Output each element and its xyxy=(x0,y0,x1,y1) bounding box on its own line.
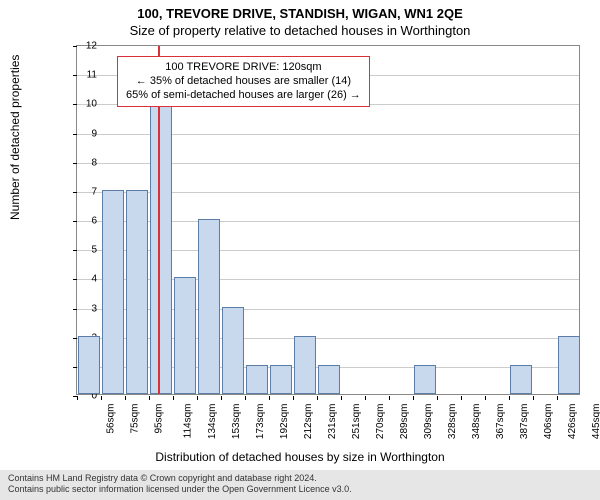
y-tick-mark xyxy=(73,279,77,280)
y-tick-label: 3 xyxy=(77,303,97,314)
y-tick-label: 9 xyxy=(77,128,97,139)
x-tick-label: 367sqm xyxy=(495,404,506,440)
plot-area: 012345678910111256sqm75sqm95sqm114sqm134… xyxy=(76,45,580,395)
x-tick-label: 387sqm xyxy=(519,404,530,440)
x-tick-label: 95sqm xyxy=(154,404,165,434)
histogram-bar xyxy=(414,365,437,394)
histogram-bar xyxy=(78,336,101,394)
chart-title-address: 100, TREVORE DRIVE, STANDISH, WIGAN, WN1… xyxy=(0,6,600,21)
x-tick-mark xyxy=(317,396,318,400)
x-tick-mark xyxy=(389,396,390,400)
x-tick-label: 231sqm xyxy=(327,404,338,440)
y-tick-mark xyxy=(73,75,77,76)
histogram-bar xyxy=(270,365,293,394)
x-tick-label: 348sqm xyxy=(471,404,482,440)
histogram-bar xyxy=(294,336,317,394)
histogram-bar xyxy=(126,190,149,394)
footer-line2: Contains public sector information licen… xyxy=(8,484,592,495)
y-tick-mark xyxy=(73,367,77,368)
annotation-line1: 100 TREVORE DRIVE: 120sqm xyxy=(126,61,361,75)
histogram-bar xyxy=(174,277,197,394)
x-tick-label: 153sqm xyxy=(231,404,242,440)
x-tick-mark xyxy=(173,396,174,400)
x-tick-label: 445sqm xyxy=(591,404,600,440)
y-tick-mark xyxy=(73,221,77,222)
y-axis-title: Number of detached properties xyxy=(8,55,22,220)
x-tick-label: 75sqm xyxy=(130,404,141,434)
x-tick-mark xyxy=(461,396,462,400)
x-tick-label: 328sqm xyxy=(447,404,458,440)
x-tick-label: 270sqm xyxy=(375,404,386,440)
x-tick-label: 309sqm xyxy=(423,404,434,440)
histogram-bar xyxy=(318,365,341,394)
x-tick-label: 406sqm xyxy=(543,404,554,440)
x-tick-mark xyxy=(149,396,150,400)
histogram-bar xyxy=(102,190,125,394)
y-tick-label: 8 xyxy=(77,157,97,168)
annotation-box: 100 TREVORE DRIVE: 120sqm← 35% of detach… xyxy=(117,56,370,107)
y-tick-label: 11 xyxy=(77,70,97,81)
x-tick-label: 212sqm xyxy=(303,404,314,440)
x-tick-mark xyxy=(365,396,366,400)
x-tick-mark xyxy=(221,396,222,400)
y-tick-mark xyxy=(73,250,77,251)
annotation-line2: ← 35% of detached houses are smaller (14… xyxy=(126,75,361,89)
x-tick-mark xyxy=(485,396,486,400)
y-tick-mark xyxy=(73,134,77,135)
y-tick-label: 4 xyxy=(77,274,97,285)
chart-subtitle: Size of property relative to detached ho… xyxy=(0,23,600,38)
y-tick-label: 12 xyxy=(77,41,97,52)
x-tick-label: 192sqm xyxy=(279,404,290,440)
x-tick-mark xyxy=(557,396,558,400)
x-tick-mark xyxy=(77,396,78,400)
y-tick-mark xyxy=(73,163,77,164)
y-tick-mark xyxy=(73,192,77,193)
footer-line1: Contains HM Land Registry data © Crown c… xyxy=(8,473,592,484)
x-tick-mark xyxy=(413,396,414,400)
x-axis-title: Distribution of detached houses by size … xyxy=(0,450,600,464)
x-tick-label: 251sqm xyxy=(351,404,362,440)
histogram-bar xyxy=(246,365,269,394)
annotation-line3: 65% of semi-detached houses are larger (… xyxy=(126,89,361,103)
footer-attribution: Contains HM Land Registry data © Crown c… xyxy=(0,470,600,500)
x-tick-label: 289sqm xyxy=(399,404,410,440)
x-tick-label: 173sqm xyxy=(255,404,266,440)
x-tick-mark xyxy=(101,396,102,400)
x-tick-label: 56sqm xyxy=(106,404,117,434)
chart-container: 012345678910111256sqm75sqm95sqm114sqm134… xyxy=(48,45,580,425)
y-tick-mark xyxy=(73,338,77,339)
histogram-bar xyxy=(222,307,245,395)
x-tick-mark xyxy=(509,396,510,400)
x-tick-label: 134sqm xyxy=(207,404,218,440)
x-tick-label: 114sqm xyxy=(182,404,193,439)
x-tick-mark xyxy=(341,396,342,400)
y-tick-mark xyxy=(73,104,77,105)
x-tick-mark xyxy=(437,396,438,400)
x-tick-mark xyxy=(245,396,246,400)
x-tick-mark xyxy=(269,396,270,400)
histogram-bar xyxy=(198,219,221,394)
x-tick-label: 426sqm xyxy=(567,404,578,440)
x-tick-mark xyxy=(197,396,198,400)
x-tick-mark xyxy=(125,396,126,400)
histogram-bar xyxy=(558,336,581,394)
y-tick-mark xyxy=(73,46,77,47)
x-tick-mark xyxy=(533,396,534,400)
x-tick-mark xyxy=(293,396,294,400)
y-tick-mark xyxy=(73,309,77,310)
histogram-bar xyxy=(510,365,533,394)
y-tick-label: 5 xyxy=(77,245,97,256)
histogram-bar xyxy=(150,73,173,394)
y-tick-label: 7 xyxy=(77,186,97,197)
y-tick-label: 6 xyxy=(77,216,97,227)
y-tick-label: 10 xyxy=(77,99,97,110)
